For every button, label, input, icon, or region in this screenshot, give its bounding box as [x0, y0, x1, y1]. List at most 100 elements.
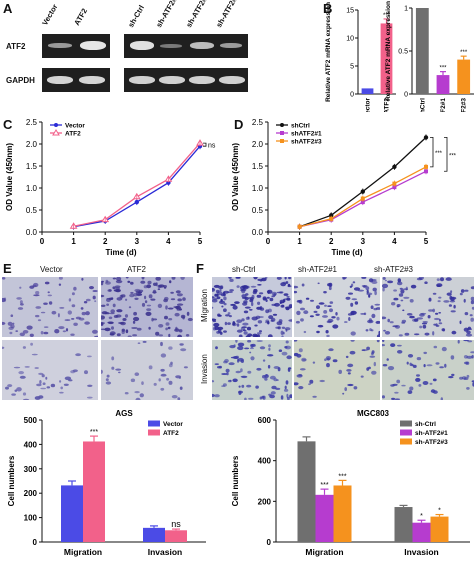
y-tick-label: 2.0	[252, 140, 264, 149]
stained-cell	[83, 301, 88, 304]
blot-gapdh-left	[42, 68, 110, 92]
stained-cell	[422, 321, 428, 323]
stained-cell	[402, 309, 405, 312]
stained-cell	[10, 314, 14, 317]
stained-cell	[112, 277, 117, 280]
stained-cell	[271, 385, 277, 390]
stained-cell	[116, 277, 122, 281]
stained-cell	[472, 382, 474, 387]
stained-cell	[414, 318, 419, 322]
image-atf2-invasion	[101, 340, 193, 400]
stained-cell	[469, 314, 473, 317]
y-tick-label: 0.5	[252, 206, 264, 215]
stained-cell	[150, 298, 156, 301]
stained-cell	[221, 305, 224, 308]
stained-cell	[449, 300, 456, 303]
stained-cell	[212, 318, 217, 321]
stained-cell	[81, 277, 84, 281]
stained-cell	[335, 312, 338, 316]
stained-cell	[129, 293, 135, 298]
col-label-sh-atf2-1: sh-ATF2#1	[298, 265, 337, 274]
stained-cell	[139, 393, 144, 398]
stained-cell	[228, 277, 232, 279]
stained-cell	[141, 277, 145, 280]
stained-cell	[368, 318, 372, 323]
stained-cell	[319, 379, 325, 383]
stained-cell	[245, 293, 249, 296]
stained-cell	[256, 367, 262, 371]
stained-cell	[470, 317, 474, 322]
stained-cell	[105, 378, 109, 382]
stained-cell	[277, 326, 281, 330]
stained-cell	[448, 376, 454, 379]
stained-cell	[151, 317, 154, 322]
stained-cell	[105, 381, 112, 385]
stained-cell	[273, 366, 280, 369]
stained-cell	[222, 383, 227, 387]
stained-cell	[310, 299, 314, 302]
stained-cell	[286, 393, 289, 398]
micrograph-background	[2, 277, 98, 337]
stained-cell	[438, 312, 442, 314]
stained-cell	[259, 396, 263, 400]
stained-cell	[238, 385, 241, 388]
stained-cell	[354, 301, 359, 305]
stained-cell	[286, 355, 292, 360]
stained-cell	[255, 315, 261, 319]
stained-cell	[435, 362, 440, 365]
stained-cell	[178, 329, 183, 333]
series-line	[299, 136, 427, 228]
stained-cell	[430, 389, 436, 393]
stained-cell	[445, 277, 452, 281]
stained-cell	[144, 295, 147, 300]
stained-cell	[450, 355, 455, 360]
stained-cell	[294, 340, 298, 342]
legend-swatch	[148, 429, 160, 436]
stained-cell	[318, 302, 325, 305]
stained-cell	[267, 354, 274, 357]
image-vector-invasion	[2, 340, 98, 400]
legend-swatch	[400, 438, 412, 445]
stained-cell	[350, 302, 354, 307]
stained-cell	[87, 384, 93, 387]
x-tick-label: 4	[392, 237, 397, 246]
stained-cell	[214, 326, 219, 331]
stained-cell	[214, 363, 219, 365]
x-tick-label: 0	[266, 237, 271, 246]
stained-cell	[158, 324, 164, 328]
lane-label-sh-atf2-3: sh-ATF2#3	[214, 0, 241, 30]
stained-cell	[130, 291, 134, 294]
stained-cell	[433, 345, 438, 349]
col-label-sh-atf2-3: sh-ATF2#3	[374, 265, 413, 274]
stained-cell	[466, 355, 473, 359]
stained-cell	[440, 277, 444, 282]
blot-atf2-left	[42, 34, 110, 58]
legend-marker	[280, 123, 284, 127]
stained-cell	[72, 369, 78, 373]
stained-cell	[218, 300, 226, 304]
stained-cell	[285, 329, 288, 332]
x-tick-label: shATF2#3	[461, 98, 468, 112]
stained-cell	[101, 280, 104, 283]
stained-cell	[345, 296, 351, 300]
x-tick-label: Migration	[305, 547, 343, 557]
stained-cell	[285, 340, 289, 344]
stained-cell	[463, 327, 469, 332]
stained-cell	[312, 395, 317, 398]
stained-cell	[396, 304, 401, 307]
chart-b-knockdown: 0 0.5 1 shCtrl *** shATF2#1 *** shATF2#3 Relativ…	[385, 1, 474, 112]
y-tick-label: 400	[258, 457, 272, 466]
stained-cell	[140, 280, 146, 284]
legend-label: shATF2#1	[291, 131, 322, 138]
stained-cell	[259, 292, 264, 295]
stained-cell	[278, 319, 283, 323]
significance-label: ***	[439, 66, 447, 72]
stained-cell	[296, 353, 302, 358]
bar	[83, 441, 105, 542]
stained-cell	[186, 311, 190, 316]
stained-cell	[325, 356, 331, 361]
stained-cell	[287, 285, 292, 288]
stained-cell	[80, 307, 84, 310]
stained-cell	[466, 387, 470, 390]
stained-cell	[397, 350, 403, 354]
